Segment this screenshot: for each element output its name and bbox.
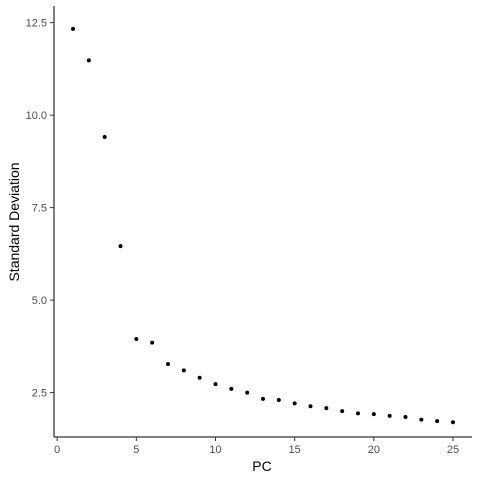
x-axis-title: PC [252,458,271,474]
x-tick-label: 20 [368,444,380,456]
data-point [102,134,107,139]
data-point [134,336,139,341]
y-axis-ticks: 2.5 5.0 7.5 10.0 12.5 [26,18,54,400]
data-points [71,26,455,425]
y-tick-label: 12.5 [26,18,47,30]
data-point [371,412,376,417]
data-point [308,404,313,409]
data-point [71,26,75,31]
y-tick-label: 2.5 [32,388,47,400]
x-tick-label: 0 [54,444,60,456]
data-point [387,413,392,418]
data-point [435,419,440,424]
x-axis-ticks: 0 5 10 15 20 25 [54,437,459,456]
y-tick-label: 10.0 [26,110,47,122]
data-point [197,375,202,380]
x-tick-label: 10 [209,444,221,456]
data-point [403,415,408,420]
data-point [181,368,186,373]
data-point [419,417,424,422]
x-tick-label: 25 [447,444,459,456]
data-point [276,398,281,403]
y-axis-title: Standard Deviation [6,162,22,281]
x-tick-label: 15 [289,444,301,456]
data-point [86,58,91,63]
data-point [340,409,345,414]
x-tick-label: 5 [133,444,139,456]
data-point [261,396,265,401]
data-point [213,382,218,387]
data-point [451,420,455,425]
data-point [292,401,297,406]
data-point [166,362,170,367]
data-point [324,406,329,411]
data-point [150,340,155,345]
data-point [356,411,360,416]
y-tick-label: 5.0 [32,295,47,307]
data-point [229,386,234,391]
y-tick-label: 7.5 [32,203,47,215]
data-point [245,390,250,395]
data-point [118,244,123,249]
